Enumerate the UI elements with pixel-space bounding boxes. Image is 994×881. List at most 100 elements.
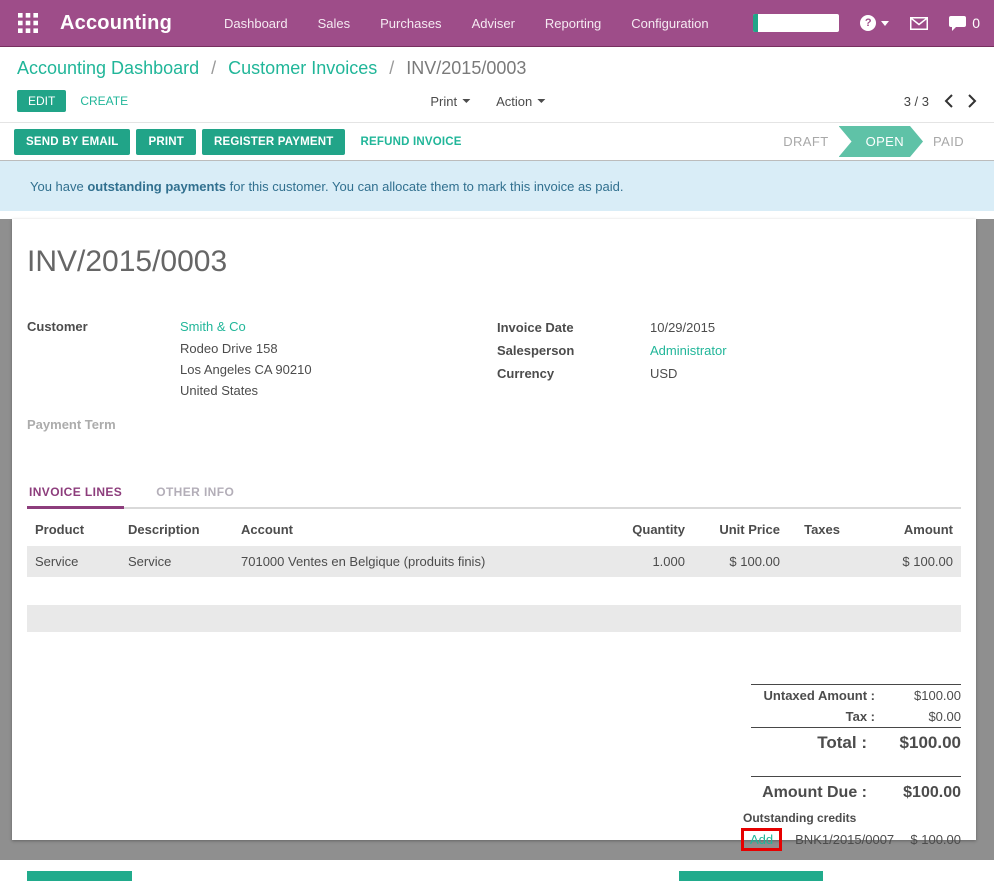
totals-block: Untaxed Amount : $100.00 Tax : $0.00 Tot… <box>751 684 961 761</box>
send-by-email-button[interactable]: SEND BY EMAIL <box>14 128 131 155</box>
caret-down-icon <box>881 20 890 26</box>
total-value: $100.00 <box>899 733 961 752</box>
address-line: United States <box>180 383 259 398</box>
menu-sales[interactable]: Sales <box>317 15 351 31</box>
top-navbar: Accounting Dashboard Sales Purchases Adv… <box>0 0 994 47</box>
outstanding-credit-row: Add BNK1/2015/0007 $ 100.00 <box>741 828 961 851</box>
credit-amount: $ 100.00 <box>910 832 961 847</box>
chat-menu[interactable]: 0 <box>949 15 980 31</box>
amount-due-block: Amount Due : $100.00 <box>751 776 961 806</box>
action-dropdowns: Print Action <box>430 93 546 109</box>
invoice-lines-table: Product Description Account Quantity Uni… <box>27 514 961 577</box>
chat-count: 0 <box>972 15 980 31</box>
currency-value: USD <box>650 366 678 381</box>
status-draft[interactable]: DRAFT <box>783 134 829 149</box>
add-credit-link[interactable]: Add <box>750 832 774 847</box>
action-dropdown[interactable]: Action <box>496 93 546 109</box>
breadcrumb: Accounting Dashboard / Customer Invoices… <box>17 58 977 79</box>
add-credit-annotation-box: Add <box>741 828 783 851</box>
breadcrumb-accounting-dashboard[interactable]: Accounting Dashboard <box>17 58 200 78</box>
outstanding-payments-banner: You have outstanding payments for this c… <box>0 161 994 211</box>
table-header-row: Product Description Account Quantity Uni… <box>27 514 961 545</box>
col-header-account: Account <box>233 514 593 545</box>
col-header-taxes: Taxes <box>788 514 848 545</box>
cell-description[interactable]: Service <box>120 543 233 577</box>
user-menu[interactable] <box>753 14 840 32</box>
outstanding-credits-block: Outstanding credits Add BNK1/2015/0007 $… <box>741 811 961 851</box>
help-menu[interactable]: ? <box>860 15 890 31</box>
create-button[interactable]: CREATE <box>80 94 129 108</box>
address-line: Rodeo Drive 158 <box>180 341 278 356</box>
menu-adviser[interactable]: Adviser <box>471 15 515 31</box>
breadcrumb-customer-invoices[interactable]: Customer Invoices <box>228 58 378 78</box>
untaxed-amount-label: Untaxed Amount : <box>763 688 875 703</box>
app-title[interactable]: Accounting <box>60 11 172 34</box>
page-footer <box>0 860 994 881</box>
menu-configuration[interactable]: Configuration <box>631 15 709 31</box>
breadcrumb-separator: / <box>211 58 217 78</box>
pager-value: 3 / 3 <box>903 93 929 109</box>
record-pager: 3 / 3 <box>904 94 977 109</box>
banner-text-pre: You have <box>30 178 88 194</box>
banner-text-post: for this customer. You can allocate them… <box>226 178 624 194</box>
pager-next-icon[interactable] <box>968 94 977 108</box>
invoice-info: Customer Smith & Co Rodeo Drive 158 Los … <box>27 316 961 436</box>
customer-address: Rodeo Drive 158 Los Angeles CA 90210 Uni… <box>180 338 312 401</box>
customer-name-link[interactable]: Smith & Co <box>180 319 246 334</box>
statusbar: SEND BY EMAIL PRINT REGISTER PAYMENT REF… <box>0 123 994 161</box>
empty-table-strip <box>27 605 961 632</box>
cell-unit-price[interactable]: $ 100.00 <box>693 543 788 577</box>
col-header-unit-price: Unit Price <box>693 514 788 545</box>
actions-row: EDIT CREATE Print Action 3 / 3 <box>17 90 977 112</box>
status-flow: DRAFT OPEN PAID <box>767 126 980 157</box>
invoice-date-label: Invoice Date <box>497 320 574 335</box>
control-panel: Accounting Dashboard / Customer Invoices… <box>0 47 994 123</box>
tax-value: $0.00 <box>928 709 961 724</box>
apps-grid-icon[interactable] <box>18 13 38 33</box>
col-header-product: Product <box>27 514 120 545</box>
tax-label: Tax : <box>845 709 875 724</box>
payment-term-label: Payment Term <box>27 417 116 432</box>
total-label: Total : <box>817 733 867 752</box>
cell-product[interactable]: Service <box>27 543 120 577</box>
salesperson-link[interactable]: Administrator <box>650 343 727 358</box>
refund-invoice-button[interactable]: REFUND INVOICE <box>360 135 462 148</box>
tab-other-info[interactable]: OTHER INFO <box>156 485 235 499</box>
menu-reporting[interactable]: Reporting <box>544 15 602 31</box>
address-line: Los Angeles CA 90210 <box>180 362 312 377</box>
caret-down-icon <box>537 99 546 103</box>
invoice-date-value: 10/29/2015 <box>650 320 716 335</box>
invoice-line-row[interactable]: Service Service 701000 Ventes en Belgiqu… <box>27 543 961 577</box>
status-paid[interactable]: PAID <box>933 134 964 149</box>
salesperson-label: Salesperson <box>497 343 575 358</box>
pager-previous-icon[interactable] <box>944 94 953 108</box>
breadcrumb-current: INV/2015/0003 <box>406 58 527 78</box>
menu-dashboard[interactable]: Dashboard <box>224 15 288 31</box>
print-dropdown[interactable]: Print <box>430 93 471 109</box>
print-dropdown-label: Print <box>430 93 458 109</box>
cell-account[interactable]: 701000 Ventes en Belgique (produits fini… <box>233 543 593 577</box>
cell-quantity[interactable]: 1.000 <box>593 543 693 577</box>
tab-invoice-lines[interactable]: INVOICE LINES <box>27 480 125 509</box>
main-menu: Dashboard Sales Purchases Adviser Report… <box>224 16 709 31</box>
navbar-right: ? 0 <box>753 14 980 32</box>
print-button[interactable]: PRINT <box>136 128 196 155</box>
menu-purchases[interactable]: Purchases <box>380 15 442 31</box>
messages-envelope-icon[interactable] <box>910 16 929 30</box>
customer-label: Customer <box>27 319 88 334</box>
help-icon: ? <box>860 15 877 31</box>
chat-bubble-icon <box>949 15 967 31</box>
edit-button[interactable]: EDIT <box>17 90 67 112</box>
action-dropdown-label: Action <box>496 93 533 109</box>
cell-taxes[interactable] <box>788 543 848 577</box>
outstanding-credits-title: Outstanding credits <box>743 811 857 825</box>
breadcrumb-separator: / <box>389 58 395 78</box>
cell-amount[interactable]: $ 100.00 <box>848 543 961 577</box>
content-area: INV/2015/0003 Customer Smith & Co Rodeo … <box>0 219 994 860</box>
col-header-quantity: Quantity <box>593 514 693 545</box>
status-open[interactable]: OPEN <box>839 126 923 157</box>
caret-down-icon <box>462 99 471 103</box>
invoice-sheet: INV/2015/0003 Customer Smith & Co Rodeo … <box>12 219 976 851</box>
notebook-tabs: INVOICE LINES OTHER INFO <box>27 480 961 509</box>
register-payment-button[interactable]: REGISTER PAYMENT <box>201 128 346 155</box>
